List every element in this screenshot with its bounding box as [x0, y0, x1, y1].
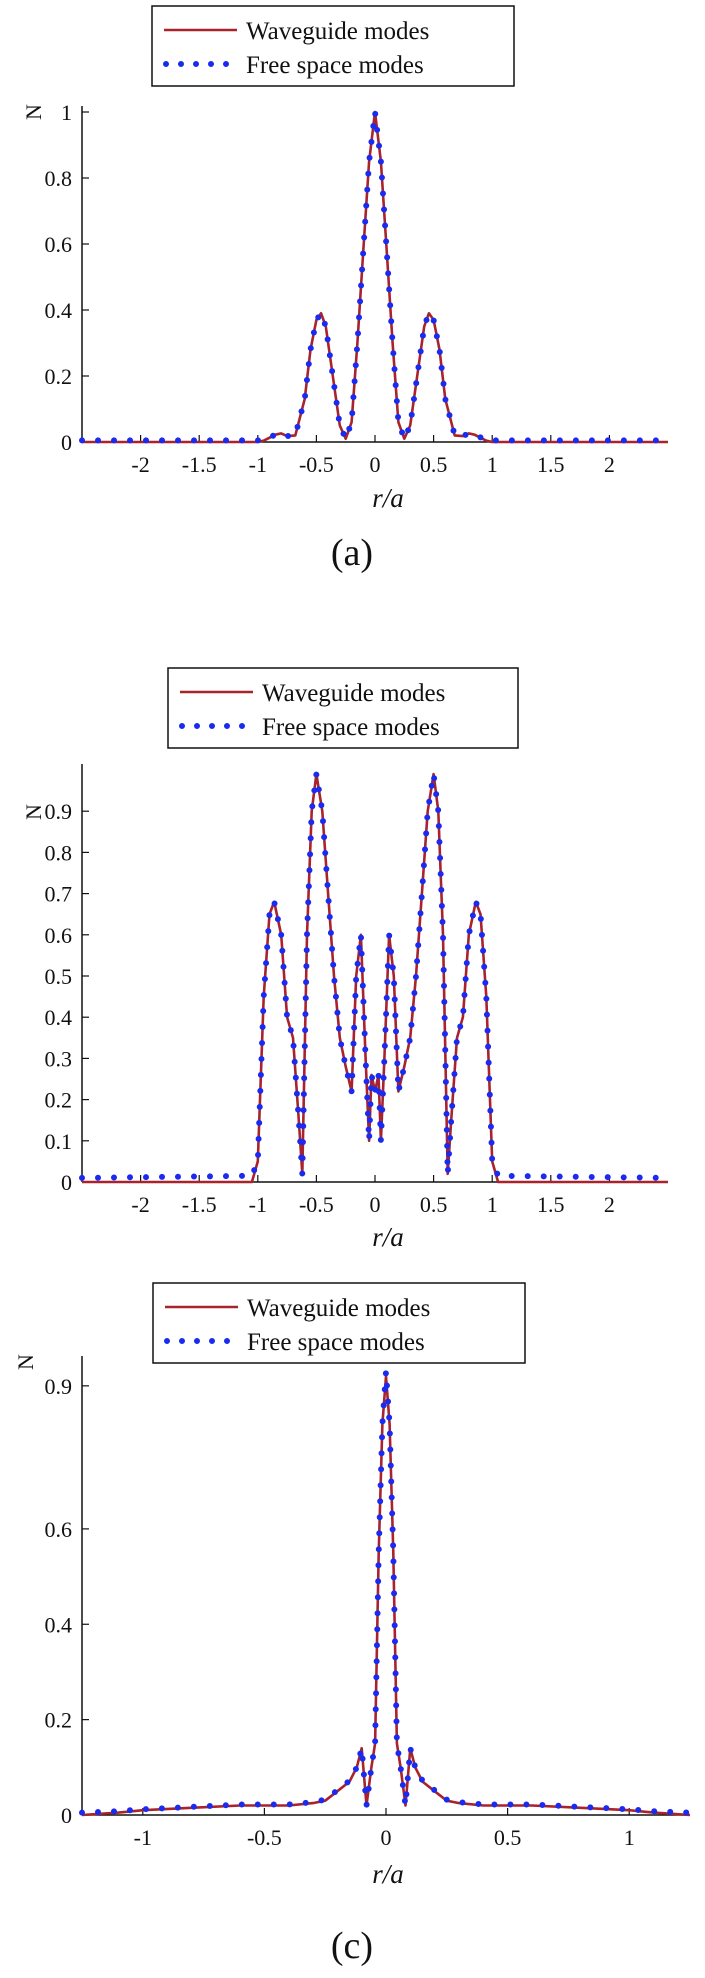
- x-tick-label: 2: [604, 452, 615, 477]
- y-tick-label: 0: [61, 430, 72, 455]
- x-tick-label: 0.5: [420, 1192, 448, 1217]
- legend-label: Free space modes: [246, 52, 424, 79]
- x-axis-label: r/a: [372, 1222, 404, 1252]
- legend-box: [152, 1282, 526, 1364]
- y-axis-label: N: [21, 804, 46, 820]
- x-tick-label: 1: [624, 1825, 635, 1850]
- y-axis-label: N: [13, 1354, 38, 1370]
- y-tick-label: 0.4: [45, 1005, 73, 1030]
- legend: Waveguide modes Free space modes: [151, 5, 515, 87]
- x-axis-label: r/a: [372, 1859, 404, 1889]
- x-tick-label: -0.5: [299, 1192, 334, 1217]
- series-line-waveguide-modes: [82, 110, 668, 444]
- x-tick-label: -1: [134, 1825, 152, 1850]
- x-tick-label: -0.5: [247, 1825, 282, 1850]
- panel-caption: (c): [331, 1925, 373, 1967]
- y-tick-label: 0.2: [45, 1708, 73, 1733]
- legend-label: Waveguide modes: [246, 18, 429, 45]
- x-tick-label: 0: [370, 452, 381, 477]
- y-tick-label: 0: [61, 1803, 72, 1828]
- y-tick-label: 0.9: [45, 799, 73, 824]
- x-axis-label: r/a: [372, 483, 404, 513]
- chart-panel-3: -1 -0.5 0 0.5 1 0 0.2 0.4 0.6 0.9 r/a N Waveguide mo…: [13, 1282, 693, 1967]
- y-tick-label: 0.2: [45, 1088, 73, 1113]
- y-tick-label: 0.6: [45, 923, 73, 948]
- legend: Waveguide modes Free space modes: [152, 1282, 526, 1364]
- legend-label: Waveguide modes: [247, 1295, 430, 1322]
- x-tick-label: -2: [131, 452, 149, 477]
- y-tick-label: 0.3: [45, 1046, 73, 1071]
- x-tick-label: 0: [370, 1192, 381, 1217]
- series-line-free-space-modes: [79, 1368, 693, 1816]
- legend-label: Free space modes: [262, 714, 440, 741]
- y-tick-label: 0: [61, 1170, 72, 1195]
- y-tick-label: 0.2: [45, 364, 73, 389]
- x-tick-label: 0.5: [494, 1825, 522, 1850]
- y-tick-label: 0.7: [45, 882, 73, 907]
- series-line-waveguide-modes: [81, 1375, 691, 1817]
- legend-box: [167, 667, 519, 749]
- y-tick-label: 1: [61, 100, 72, 125]
- x-tick-label: 1: [487, 1192, 498, 1217]
- series-line-waveguide-modes: [82, 772, 668, 1184]
- y-tick-label: 0.5: [45, 964, 73, 989]
- x-tick-label: -1.5: [182, 1192, 217, 1217]
- x-tick-label: -0.5: [299, 452, 334, 477]
- x-tick-label: 1.5: [537, 1192, 565, 1217]
- y-tick-label: 0.9: [45, 1374, 73, 1399]
- chart-panel-1: -2 -1.5 -1 -0.5 0 0.5 1 1.5 2 0 0.2 0.4 0.6 0.8 1 r/a N W…: [21, 5, 671, 574]
- x-tick-label: 1: [487, 452, 498, 477]
- x-tick-label: -2: [131, 1192, 149, 1217]
- series-line-free-space-modes: [79, 771, 671, 1181]
- y-tick-label: 0.8: [45, 166, 73, 191]
- legend-box: [151, 5, 515, 87]
- x-tick-label: -1: [249, 452, 267, 477]
- legend-label: Free space modes: [247, 1329, 425, 1356]
- x-tick-label: 0.5: [420, 452, 448, 477]
- y-axis-label: N: [21, 104, 46, 120]
- x-tick-label: -1: [249, 1192, 267, 1217]
- chart-panel-2: -2 -1.5 -1 -0.5 0 0.5 1 1.5 2 0 0.1 0.2 0.3 0.4 0.5 0.6…: [21, 667, 671, 1319]
- y-tick-label: 0.6: [45, 232, 73, 257]
- legend: Waveguide modes Free space modes: [167, 667, 519, 749]
- x-tick-label: 1.5: [537, 452, 565, 477]
- x-tick-label: 2: [604, 1192, 615, 1217]
- y-tick-label: 0.8: [45, 840, 73, 865]
- y-tick-label: 0.6: [45, 1517, 73, 1542]
- series-line-free-space-modes: [79, 109, 671, 444]
- y-tick-label: 0.4: [45, 1612, 73, 1637]
- y-tick-label: 0.1: [45, 1129, 73, 1154]
- legend-label: Waveguide modes: [262, 680, 445, 707]
- x-tick-label: -1.5: [182, 452, 217, 477]
- x-tick-label: 0: [381, 1825, 392, 1850]
- panel-caption: (a): [331, 532, 373, 574]
- y-tick-label: 0.4: [45, 298, 73, 323]
